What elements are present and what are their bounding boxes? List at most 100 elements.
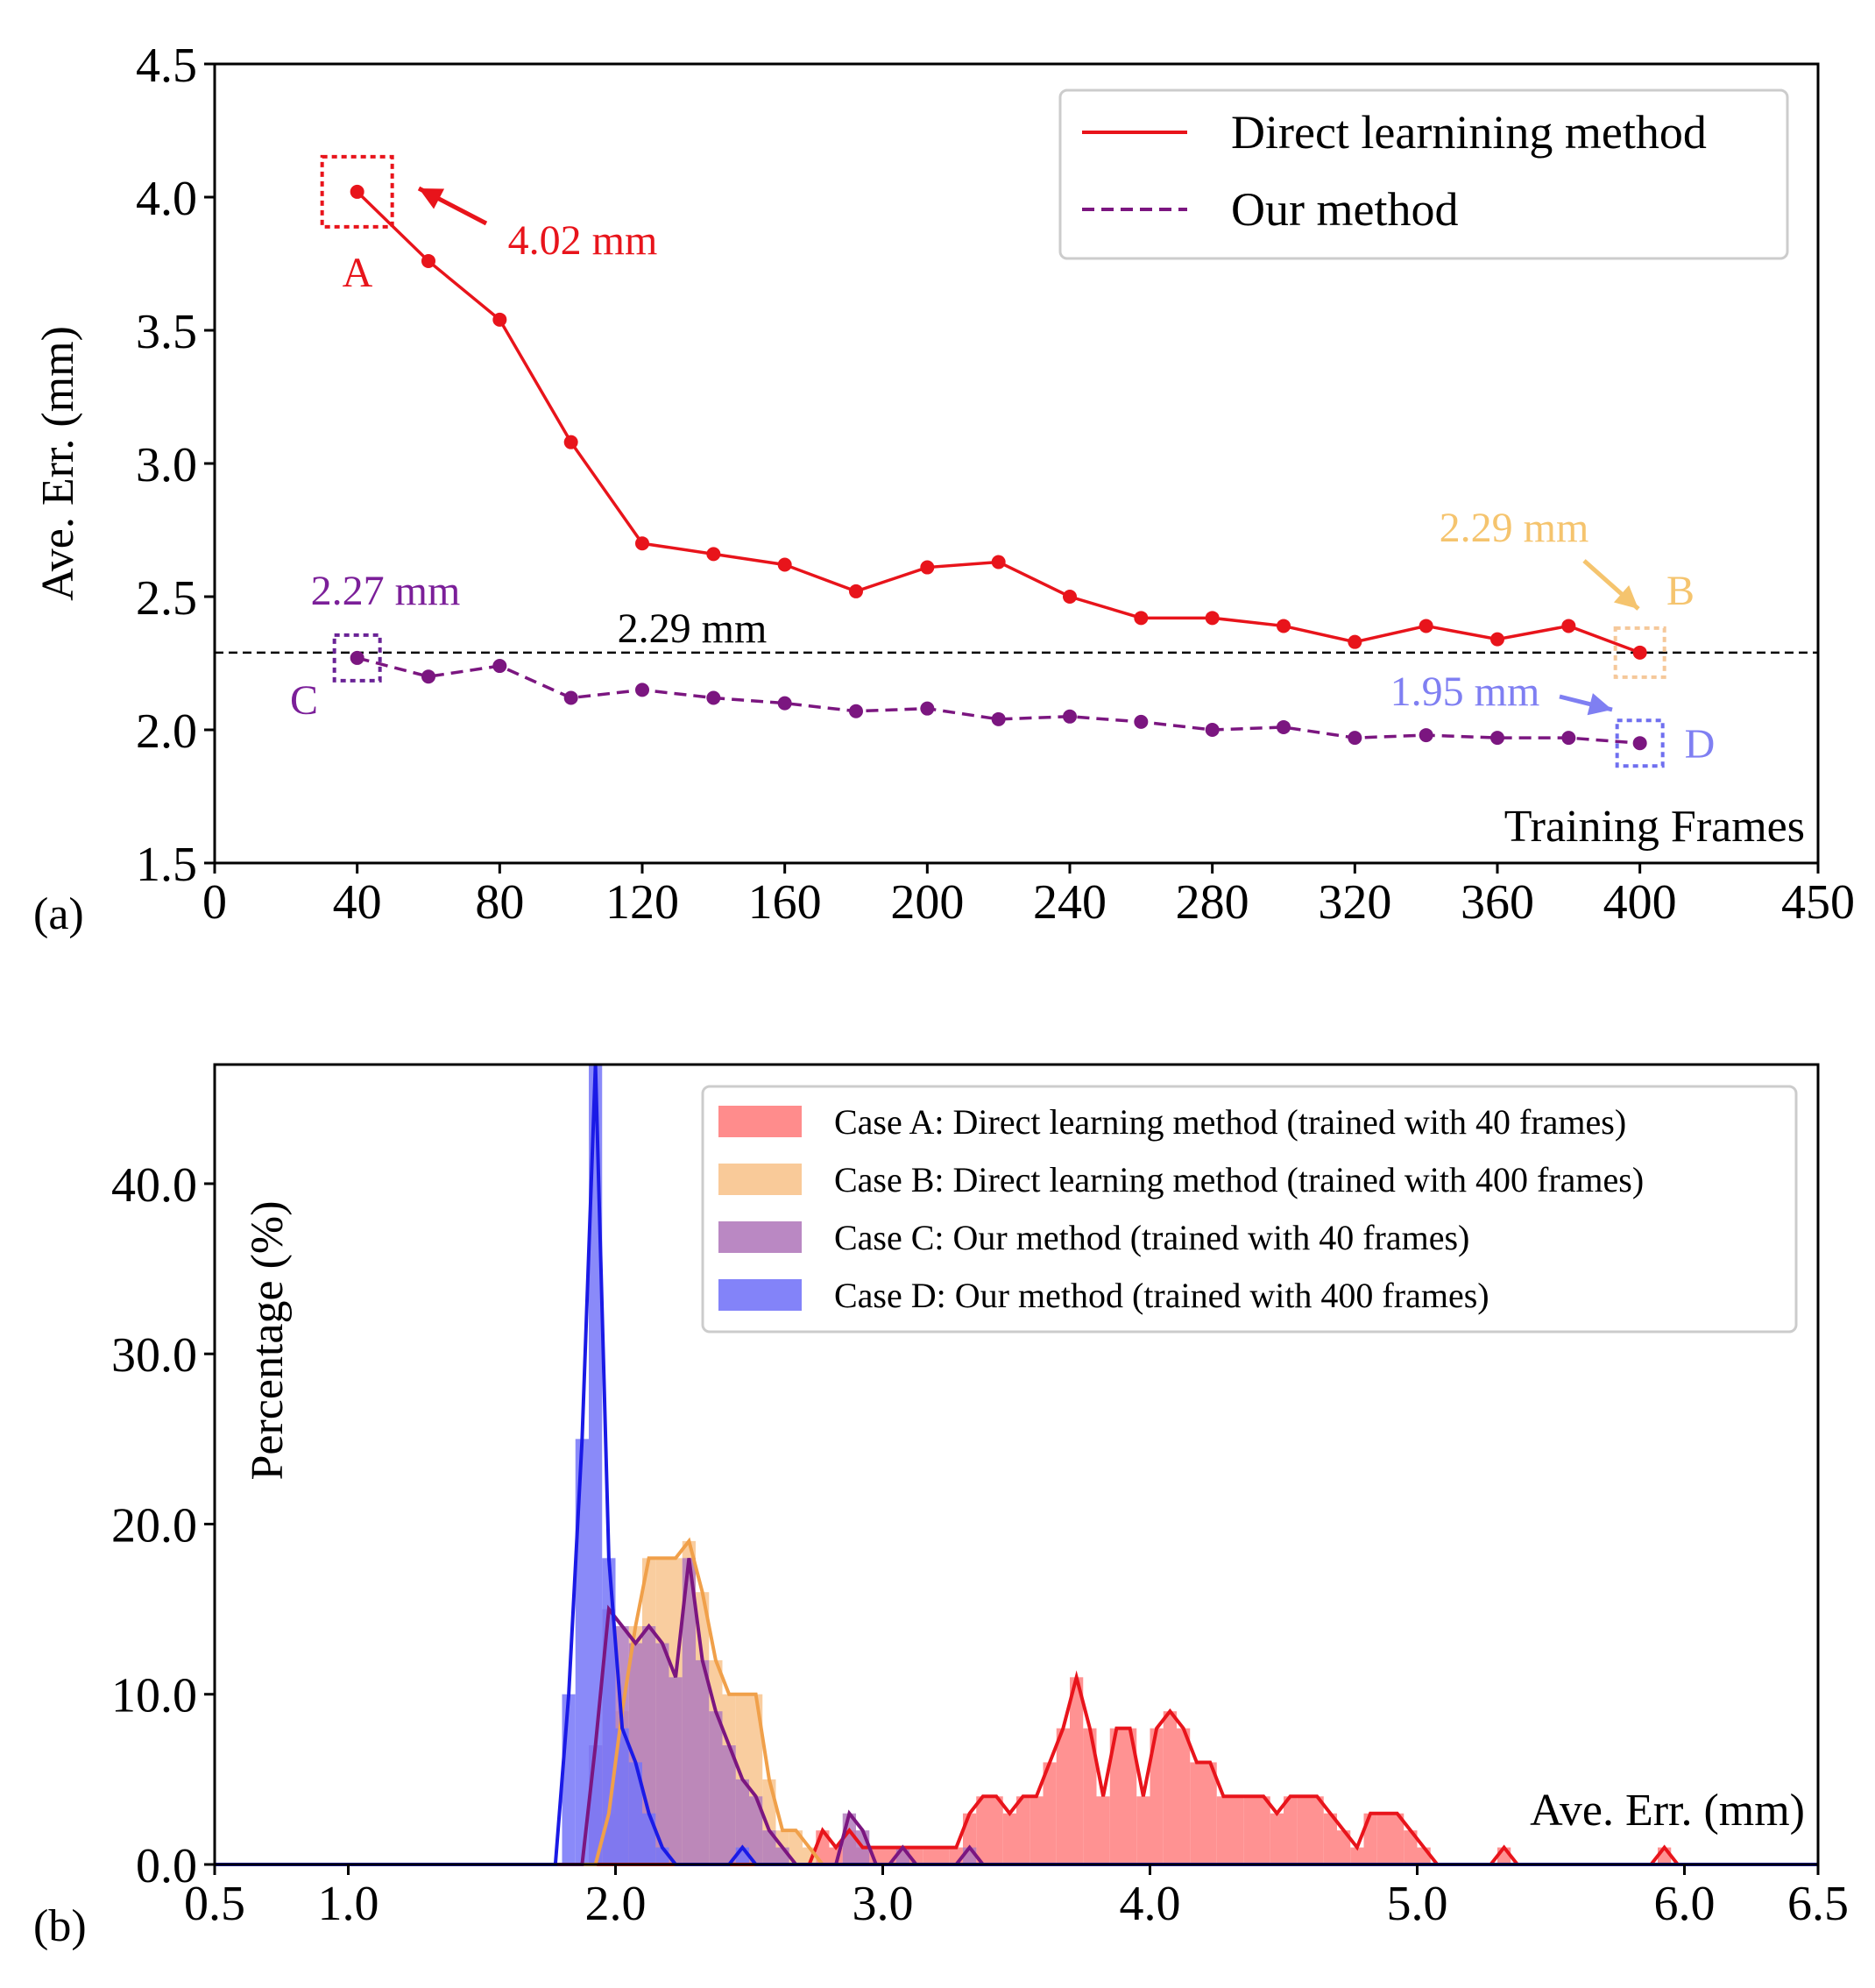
data-point	[1561, 619, 1576, 633]
data-point	[635, 683, 649, 697]
data-point	[706, 690, 721, 705]
histogram-bar	[1310, 1796, 1324, 1864]
annotation-value-b: 2.29 mm	[1440, 505, 1589, 551]
frequency-line-1	[215, 1537, 1818, 1866]
histogram-bar	[1203, 1762, 1217, 1864]
y-tick-label: 20.0	[111, 1498, 197, 1553]
y-tick-label: 0.0	[136, 1839, 197, 1893]
histogram-bar	[1230, 1796, 1244, 1864]
data-point	[563, 435, 578, 449]
data-point	[1490, 731, 1504, 746]
legend-label-1: Case B: Direct learning method (trained …	[834, 1160, 1644, 1199]
histogram-bar	[1109, 1728, 1123, 1864]
x-axis-label: Training Frames	[1504, 802, 1805, 852]
legend-swatch-3	[718, 1279, 802, 1311]
histogram-bar	[749, 1796, 763, 1864]
y-tick-label: 4.5	[136, 39, 197, 93]
histogram-bar	[789, 1830, 803, 1864]
histogram-bar	[1123, 1728, 1137, 1864]
legend-label-3: Case D: Our method (trained with 400 fra…	[834, 1276, 1489, 1315]
data-point	[1277, 619, 1291, 633]
data-point	[1490, 632, 1504, 647]
y-axis-label: Percentage (%)	[243, 1200, 293, 1480]
histogram-bar	[1163, 1711, 1177, 1864]
data-point	[991, 555, 1006, 570]
histogram-bar	[735, 1779, 749, 1864]
data-point	[421, 669, 435, 684]
legend-label-2: Case C: Our method (trained with 40 fram…	[834, 1218, 1469, 1257]
histogram-bar	[976, 1796, 990, 1864]
x-tick-label: 200	[890, 875, 964, 930]
annotation-box-c	[332, 633, 382, 683]
data-point	[350, 650, 364, 665]
histogram-bar	[575, 1439, 589, 1864]
histogram-bar	[1404, 1830, 1418, 1864]
data-point	[1205, 723, 1220, 737]
histogram-bar	[1043, 1762, 1057, 1864]
annotation-value-c: 2.27 mm	[311, 568, 461, 614]
data-point	[1134, 714, 1149, 729]
histogram-bar	[1177, 1728, 1191, 1864]
plot-frame	[213, 1063, 1820, 1866]
histogram-bar	[1243, 1796, 1257, 1864]
data-point	[1205, 611, 1220, 626]
legend-box	[701, 1085, 1798, 1334]
frequency-line-3	[215, 1064, 1818, 1866]
y-tick-label: 10.0	[111, 1669, 197, 1723]
annotation-letter-a: A	[343, 250, 373, 296]
x-tick-label: 360	[1461, 875, 1534, 930]
histogram-bar	[589, 1065, 603, 1864]
histogram-bar	[1216, 1796, 1230, 1864]
data-point	[1063, 709, 1077, 724]
histogram-bar	[696, 1659, 710, 1864]
data-point	[991, 711, 1006, 726]
x-tick-label: 0	[202, 875, 227, 930]
data-point	[920, 560, 935, 575]
data-point	[1134, 611, 1149, 626]
x-tick-label: 1.0	[318, 1877, 379, 1931]
x-tick-label: 400	[1603, 875, 1677, 930]
data-point	[492, 312, 507, 327]
legend-swatch-2	[718, 1221, 802, 1253]
data-point	[1632, 736, 1647, 751]
data-point	[920, 701, 935, 716]
data-point	[1561, 731, 1576, 746]
panel-a-line-chart: 0 40 80 120 160 200 240 280 320 360 400 450 1.5 2.0 2.…	[33, 39, 1855, 939]
data-point	[1277, 719, 1291, 734]
annotation-box-b	[1613, 626, 1666, 679]
data-point	[1348, 634, 1362, 649]
y-tick-label: 2.5	[136, 571, 197, 626]
histogram-bar	[1070, 1677, 1084, 1864]
legend-box	[1058, 88, 1789, 260]
data-point	[1419, 619, 1433, 633]
x-tick-label: 240	[1033, 875, 1107, 930]
y-tick-label: 3.5	[136, 305, 197, 359]
legend-label-0: Direct learnining method	[1231, 106, 1707, 159]
x-tick-label: 3.0	[853, 1877, 914, 1931]
annotation-letter-b: B	[1666, 568, 1695, 614]
histogram-bar	[1337, 1830, 1351, 1864]
y-tick-label: 4.0	[136, 172, 197, 226]
annotation-value-a: 4.02 mm	[508, 217, 658, 264]
histogram-bar	[1150, 1728, 1164, 1864]
histogram-bar	[1083, 1728, 1097, 1864]
histogram-bar	[722, 1745, 736, 1864]
data-point	[1419, 728, 1433, 743]
data-point	[777, 557, 792, 572]
x-tick-label: 0.5	[184, 1877, 245, 1931]
x-tick-label: 80	[475, 875, 524, 930]
legend-swatch-1	[718, 1164, 802, 1195]
data-point	[706, 547, 721, 562]
reference-line-label: 2.29 mm	[618, 605, 768, 652]
histogram-bar	[1029, 1796, 1044, 1864]
y-tick-label: 2.0	[136, 704, 197, 759]
histogram-bar	[709, 1711, 723, 1864]
x-tick-label: 40	[333, 875, 382, 930]
histogram-bar	[1323, 1813, 1337, 1864]
histogram-bar	[989, 1796, 1003, 1864]
y-tick-label: 30.0	[111, 1328, 197, 1383]
annotation-box-d	[1615, 718, 1665, 768]
histogram-bar	[1056, 1728, 1070, 1864]
x-tick-label: 320	[1318, 875, 1391, 930]
histogram-bar	[1002, 1813, 1016, 1864]
